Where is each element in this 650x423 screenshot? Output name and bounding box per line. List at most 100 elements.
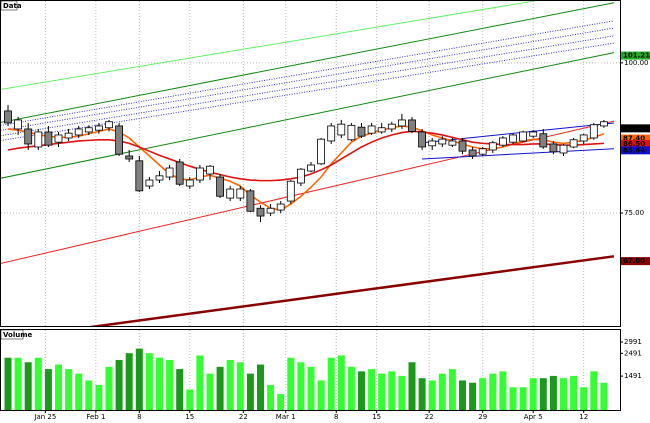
candle-body xyxy=(529,131,538,137)
volume-bar xyxy=(459,380,466,410)
volume-bar xyxy=(428,380,436,410)
volume-bar xyxy=(327,357,335,410)
candle-body xyxy=(95,125,103,131)
volume-title: Volume xyxy=(3,331,33,339)
candle-body xyxy=(519,131,527,142)
volume-bar xyxy=(267,385,275,410)
price-label: 86.50 xyxy=(623,140,645,148)
volume-bar xyxy=(398,375,406,410)
volume-tick-label: 2491 xyxy=(624,349,642,357)
candle-body xyxy=(216,176,225,197)
volume-bar xyxy=(246,373,254,410)
volume-bar xyxy=(65,369,73,410)
candle-body xyxy=(44,131,53,146)
candle-body xyxy=(438,138,447,145)
candle-body xyxy=(307,164,315,172)
x-tick-label: Mar 1 xyxy=(276,413,296,421)
x-tick-label: 15 xyxy=(185,413,194,421)
candle-body xyxy=(408,119,416,132)
volume-bar xyxy=(277,394,285,410)
volume-bar xyxy=(206,373,214,410)
volume-bar xyxy=(337,355,345,410)
candle-body xyxy=(418,131,427,148)
volume-bar xyxy=(368,369,376,410)
candle-body xyxy=(236,188,245,199)
candle-body xyxy=(387,123,396,130)
candle-body xyxy=(105,121,113,129)
volume-bar xyxy=(549,375,557,410)
price-plot xyxy=(1,1,620,326)
volume-bar xyxy=(479,378,487,410)
volume-bar xyxy=(469,382,477,410)
x-tick-label: Feb 1 xyxy=(86,413,105,421)
volume-bar xyxy=(14,357,22,410)
candle-body xyxy=(84,127,93,133)
candle-body xyxy=(24,128,33,145)
volume-bar xyxy=(95,385,103,410)
trendline xyxy=(422,148,615,160)
volume-bar xyxy=(590,371,598,410)
volume-bar xyxy=(448,369,456,410)
candle-body xyxy=(428,140,437,147)
volume-plot xyxy=(4,330,608,410)
volume-bar xyxy=(560,378,567,410)
volume-bar xyxy=(378,373,386,410)
volume-bar xyxy=(499,371,507,410)
volume-bar xyxy=(236,362,244,410)
volume-bar xyxy=(539,378,547,410)
volume-bar xyxy=(257,364,264,410)
price-label-box xyxy=(621,257,650,266)
volume-bar xyxy=(34,357,42,410)
volume-bar xyxy=(186,389,194,410)
price-label-box xyxy=(621,134,650,143)
candle-body xyxy=(175,161,184,185)
candle-body xyxy=(165,167,174,178)
moving-average xyxy=(7,125,605,211)
candle-body xyxy=(296,168,305,184)
candle-body xyxy=(600,121,608,127)
trendline xyxy=(422,122,615,144)
price-label: 87.40 xyxy=(623,135,645,143)
trendline xyxy=(1,35,615,137)
candle-body xyxy=(488,142,497,151)
candle-body xyxy=(246,190,255,212)
candle-body xyxy=(549,143,558,153)
axes: Jan 25 Feb 1 8 15 22 Mar 1 8 15 22 29 Apr 5 12 100.0… xyxy=(33,51,650,421)
candle-body xyxy=(256,207,265,217)
candle-body xyxy=(64,132,73,139)
candle-body xyxy=(74,128,83,136)
candle-body xyxy=(559,144,568,154)
volume-bar xyxy=(4,357,12,410)
volume-bar xyxy=(55,364,62,410)
volume-bar xyxy=(24,362,32,410)
trendline xyxy=(1,27,615,131)
trendline xyxy=(1,20,615,126)
candle-body xyxy=(468,149,477,157)
candle-body xyxy=(327,125,336,142)
price-label: 85.44 xyxy=(623,146,645,154)
candle-body xyxy=(337,123,346,136)
price-label-box xyxy=(621,139,650,148)
volume-bar xyxy=(509,387,517,410)
price-label: 89.10 xyxy=(623,124,645,132)
x-tick-label: 29 xyxy=(478,413,487,421)
volume-bar xyxy=(570,375,578,410)
volume-bar xyxy=(297,362,305,410)
candle-body xyxy=(34,131,43,148)
price-label: 67.00 xyxy=(623,257,645,265)
x-tick-label: 15 xyxy=(372,413,381,421)
volume-bar xyxy=(489,373,497,410)
chart-title: Data xyxy=(3,2,22,10)
candle-body xyxy=(509,134,517,143)
candle-body xyxy=(4,110,12,124)
volume-title-box xyxy=(0,329,24,340)
candle-body xyxy=(185,179,194,187)
trendline xyxy=(1,52,615,179)
price-label-box xyxy=(621,146,650,155)
candle-body xyxy=(569,139,578,148)
x-tick-label: 22 xyxy=(239,413,248,421)
volume-bar xyxy=(307,366,315,410)
volume-bar xyxy=(317,380,325,410)
y-tick-label: 75.00 xyxy=(624,209,644,217)
